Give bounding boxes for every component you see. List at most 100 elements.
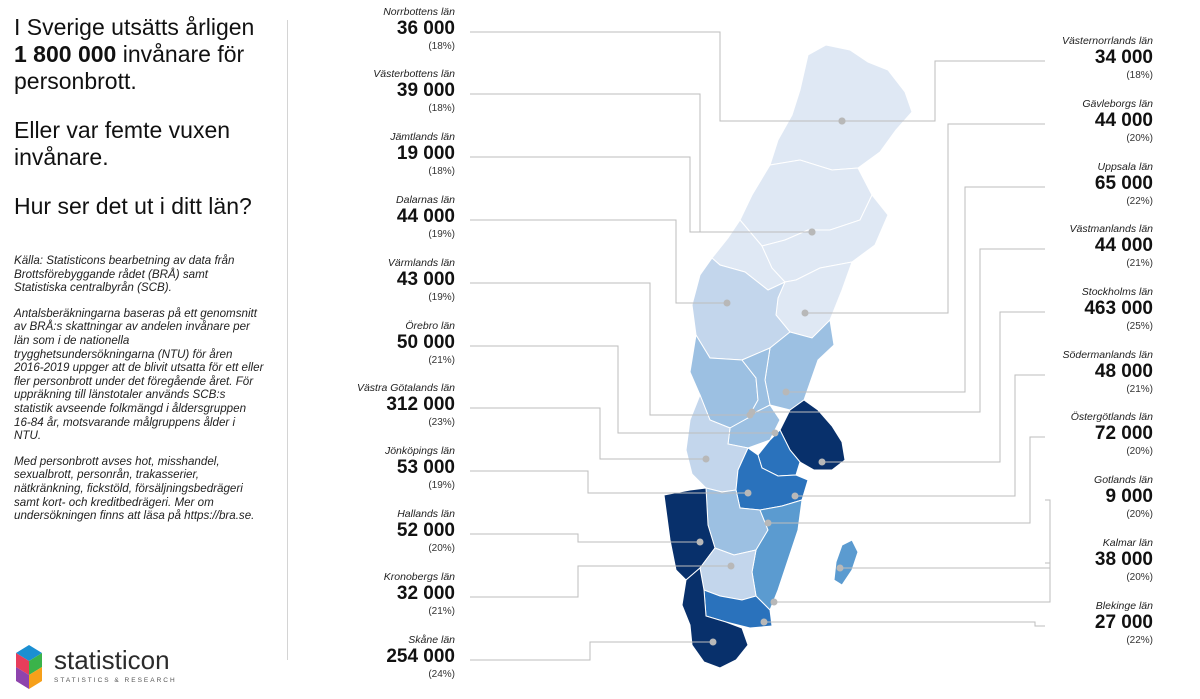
victim-count: 43 000 — [396, 269, 455, 290]
leader-line — [470, 641, 713, 661]
county-marker — [748, 408, 756, 416]
county-name: Västra Götalands län — [356, 382, 455, 394]
victim-count: 50 000 — [396, 332, 455, 353]
county-name: Jämtlands län — [390, 131, 455, 143]
victim-count: 32 000 — [396, 583, 455, 604]
leader-line — [470, 533, 700, 543]
headline-1: I Sverige utsätts årligen 1 800 000 invå… — [14, 14, 264, 95]
victim-count: 38 000 — [1094, 549, 1153, 570]
county-name: Dalarnas län — [396, 194, 455, 206]
region-skane — [681, 567, 749, 669]
leader-line — [786, 186, 1045, 393]
headline-2: Eller var femte vuxen invånare. — [14, 117, 231, 170]
county-marker — [771, 429, 779, 437]
region-markers — [696, 117, 846, 646]
county-name: Gotlands län — [1094, 474, 1153, 486]
headline-text: I Sverige utsätts årligen — [14, 14, 255, 40]
victim-share: (18%) — [428, 41, 455, 52]
county-name: Skåne län — [408, 634, 455, 646]
county-marker — [818, 458, 826, 466]
victim-count: 52 000 — [396, 520, 455, 541]
right-county-label-6: Östergötlands län 72 000 (20%) — [993, 411, 1153, 458]
left-county-label-4: Värmlands län 43 000 (19%) — [295, 257, 455, 304]
left-county-label-8: Hallands län 52 000 (20%) — [295, 508, 455, 555]
victim-count: 27 000 — [1094, 612, 1153, 633]
county-marker — [838, 117, 846, 125]
victim-share: (18%) — [428, 166, 455, 177]
source-text: Källa: Statisticons bearbetning av data … — [14, 254, 235, 295]
right-county-label-1: Gävleborgs län 44 000 (20%) — [993, 98, 1153, 145]
county-name: Södermanlands län — [1062, 349, 1153, 361]
leader-line — [842, 60, 1045, 122]
victim-count: 72 000 — [1094, 423, 1153, 444]
method-text: Antalsberäkningarna baseras på ett genom… — [14, 306, 264, 443]
victim-count: 254 000 — [386, 646, 455, 667]
leader-line — [768, 436, 1045, 524]
county-name: Östergötlands län — [1070, 411, 1153, 423]
county-name: Västerbottens län — [373, 68, 455, 80]
leader-line — [470, 345, 775, 434]
victim-count: 463 000 — [1084, 298, 1153, 319]
leader-lines — [470, 31, 1051, 661]
county-marker — [764, 519, 772, 527]
victim-count: 44 000 — [1094, 110, 1153, 131]
victim-share: (20%) — [1126, 133, 1153, 144]
victim-share: (23%) — [428, 417, 455, 428]
county-name: Stockholms län — [1081, 286, 1153, 298]
leader-line — [840, 499, 1051, 569]
victim-count: 65 000 — [1094, 173, 1153, 194]
county-marker — [709, 638, 717, 646]
victim-share: (21%) — [428, 355, 455, 366]
leader-line — [805, 123, 1045, 314]
headline-3: Hur ser det ut i ditt län? — [14, 193, 252, 219]
definition-text: Med personbrott avses hot, misshandel, s… — [14, 454, 255, 523]
right-county-label-4: Stockholms län 463 000 (25%) — [993, 286, 1153, 333]
leader-line — [795, 374, 1045, 497]
victim-share: (19%) — [428, 480, 455, 491]
victim-share: (19%) — [428, 292, 455, 303]
leader-line — [774, 562, 1051, 603]
county-marker — [770, 598, 778, 606]
leader-line — [470, 470, 748, 494]
right-county-label-9: Blekinge län 27 000 (22%) — [993, 600, 1153, 647]
leader-line — [470, 282, 750, 416]
statisticon-logo: statisticon STATISTICS & RESEARCH — [14, 644, 177, 692]
victim-count: 36 000 — [396, 18, 455, 39]
leader-line — [470, 219, 727, 304]
leader-line — [470, 31, 842, 122]
left-county-label-10: Skåne län 254 000 (24%) — [295, 634, 455, 681]
right-county-label-7: Gotlands län 9 000 (20%) — [993, 474, 1153, 521]
county-marker — [791, 492, 799, 500]
left-county-label-0: Norrbottens län 36 000 (18%) — [295, 6, 455, 53]
left-county-label-1: Västerbottens län 39 000 (18%) — [295, 68, 455, 115]
headline-number: 1 800 000 — [14, 41, 117, 67]
victim-count: 19 000 — [396, 143, 455, 164]
victim-share: (22%) — [1126, 635, 1153, 646]
left-county-label-6: Västra Götalands län 312 000 (23%) — [295, 382, 455, 429]
county-name: Kronobergs län — [383, 571, 455, 583]
victim-count: 48 000 — [1094, 361, 1153, 382]
leader-line — [470, 407, 706, 460]
county-name: Gävleborgs län — [1082, 98, 1153, 110]
county-regions — [663, 44, 913, 669]
victim-share: (24%) — [428, 669, 455, 680]
county-name: Hallands län — [397, 508, 455, 520]
county-name: Västmanlands län — [1069, 223, 1153, 235]
region-norrbotten — [769, 44, 913, 171]
victim-share: (21%) — [428, 606, 455, 617]
county-marker — [782, 388, 790, 396]
logo-name: statisticon — [54, 645, 170, 675]
county-name: Norrbottens län — [383, 6, 455, 18]
leader-line — [470, 156, 812, 233]
county-marker — [760, 618, 768, 626]
county-marker — [702, 455, 710, 463]
victim-count: 44 000 — [1094, 235, 1153, 256]
county-marker — [744, 489, 752, 497]
victim-share: (19%) — [428, 229, 455, 240]
county-marker — [808, 228, 816, 236]
county-name: Uppsala län — [1097, 161, 1153, 173]
leader-line — [470, 565, 731, 598]
county-marker — [696, 538, 704, 546]
leader-line — [822, 311, 1045, 463]
